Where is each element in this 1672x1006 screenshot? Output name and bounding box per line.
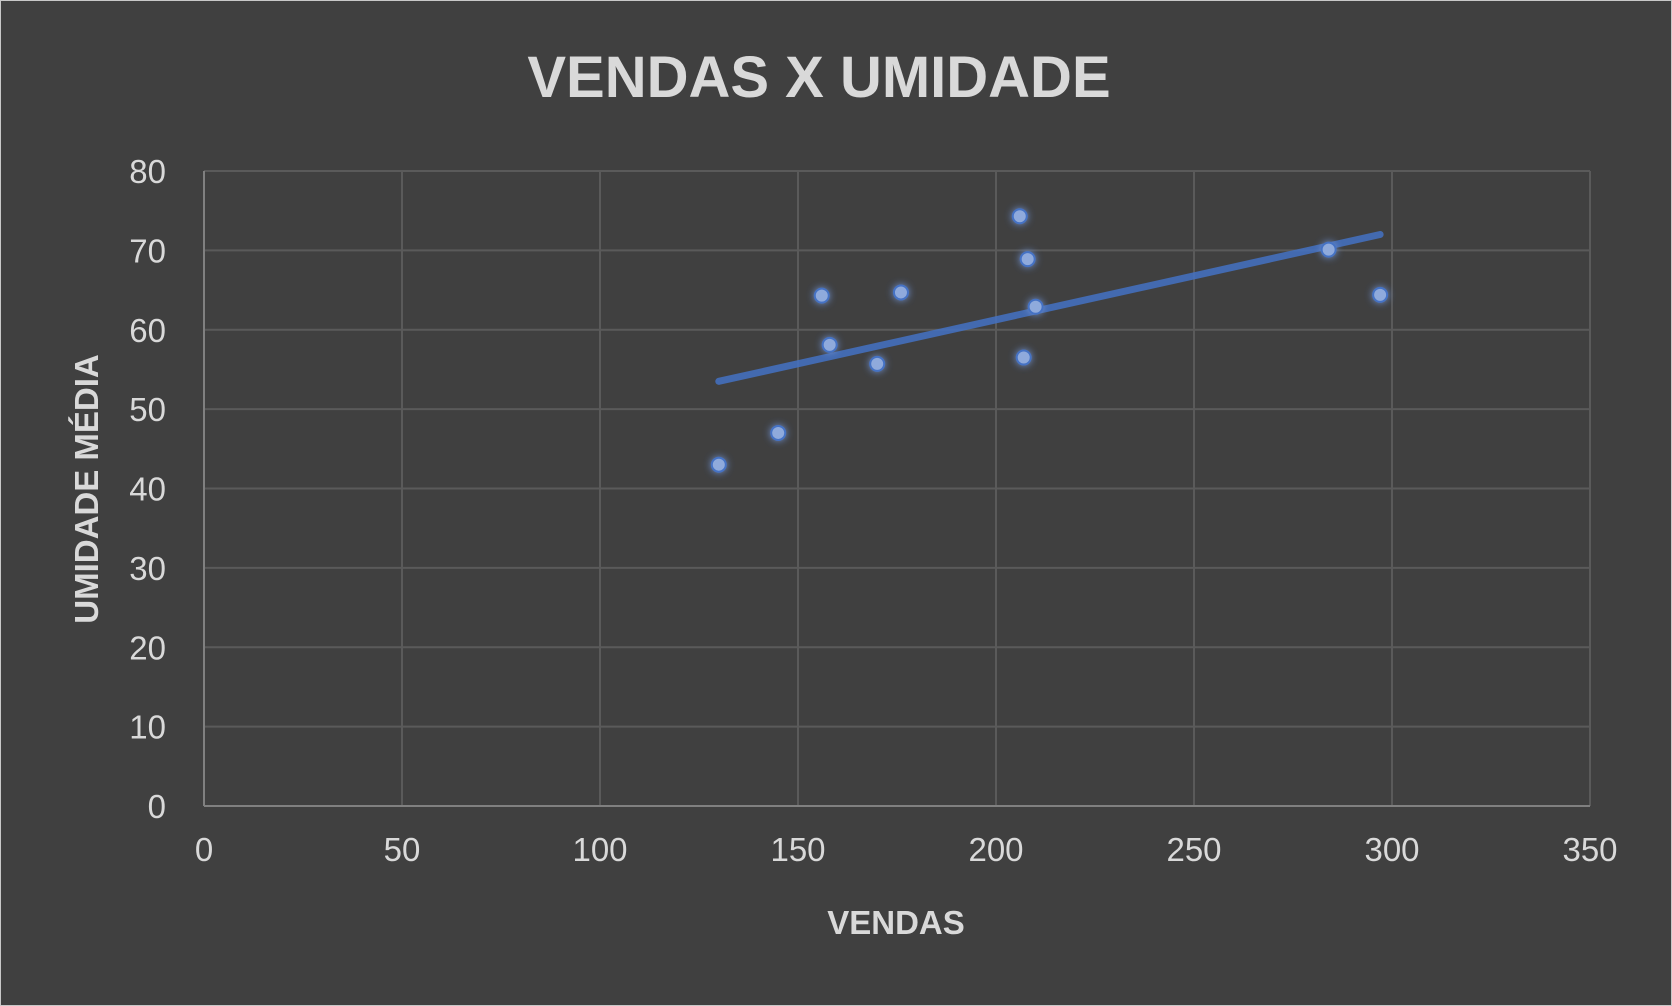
chart-title: VENDAS X UMIDADE — [527, 45, 1110, 110]
y-tick-label: 80 — [129, 153, 166, 190]
y-tick-label: 20 — [129, 629, 166, 666]
data-point — [1320, 241, 1337, 258]
y-tick-label: 0 — [148, 788, 166, 825]
trendline — [715, 231, 1384, 385]
x-tick-label: 50 — [384, 831, 421, 868]
y-axis-ticks: 0 10 20 30 40 50 60 70 80 — [129, 153, 166, 825]
axes — [203, 171, 1590, 807]
x-axis-ticks: 0 50 100 150 200 250 300 350 — [195, 831, 1618, 868]
data-point — [813, 287, 830, 304]
data-point — [1019, 251, 1036, 268]
x-tick-label: 300 — [1364, 831, 1419, 868]
x-tick-label: 350 — [1562, 831, 1617, 868]
x-tick-label: 200 — [968, 831, 1023, 868]
data-point — [770, 424, 787, 441]
gridlines — [204, 170, 1591, 806]
y-tick-label: 40 — [129, 471, 166, 508]
y-axis-title: UMIDADE MÉDIA — [68, 354, 105, 624]
data-points — [710, 208, 1389, 473]
y-tick-label: 70 — [129, 232, 166, 269]
y-tick-label: 60 — [129, 312, 166, 349]
data-point — [821, 336, 838, 353]
data-point — [1011, 208, 1028, 225]
data-point — [1027, 298, 1044, 315]
y-tick-label: 50 — [129, 391, 166, 428]
data-point — [869, 355, 886, 372]
x-tick-label: 0 — [195, 831, 213, 868]
x-tick-label: 100 — [572, 831, 627, 868]
trendline-group — [715, 231, 1384, 385]
y-tick-label: 10 — [129, 709, 166, 746]
y-tick-label: 30 — [129, 550, 166, 587]
x-tick-label: 150 — [770, 831, 825, 868]
data-point — [710, 456, 727, 473]
x-axis-title: VENDAS — [827, 904, 965, 941]
data-point — [1015, 349, 1032, 366]
data-point — [1372, 286, 1389, 303]
x-tick-label: 250 — [1166, 831, 1221, 868]
data-point — [892, 284, 909, 301]
